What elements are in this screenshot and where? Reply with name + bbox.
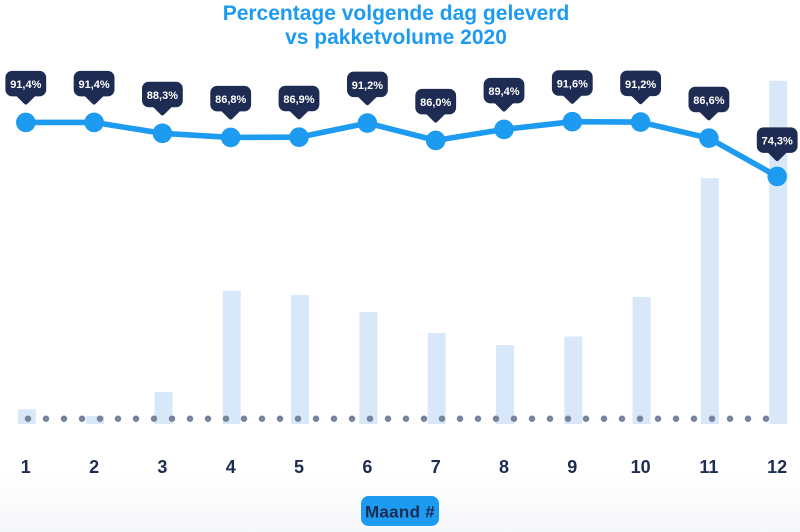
svg-text:91,2%: 91,2% bbox=[625, 79, 656, 91]
svg-text:10: 10 bbox=[631, 457, 651, 477]
svg-text:89,4%: 89,4% bbox=[488, 86, 519, 98]
svg-text:12: 12 bbox=[767, 457, 787, 477]
svg-text:86,9%: 86,9% bbox=[283, 94, 314, 106]
svg-text:2: 2 bbox=[89, 457, 99, 477]
svg-text:74,3%: 74,3% bbox=[762, 136, 793, 148]
svg-text:91,6%: 91,6% bbox=[557, 79, 588, 91]
svg-text:7: 7 bbox=[431, 457, 441, 477]
svg-text:86,0%: 86,0% bbox=[420, 97, 451, 109]
svg-text:9: 9 bbox=[567, 457, 577, 477]
svg-text:6: 6 bbox=[362, 457, 372, 477]
svg-text:3: 3 bbox=[157, 457, 167, 477]
svg-text:91,2%: 91,2% bbox=[352, 80, 383, 92]
svg-text:86,6%: 86,6% bbox=[693, 95, 724, 107]
svg-text:91,4%: 91,4% bbox=[78, 79, 109, 91]
svg-text:11: 11 bbox=[699, 457, 718, 477]
svg-text:Maand #: Maand # bbox=[365, 503, 435, 522]
svg-text:86,8%: 86,8% bbox=[215, 94, 246, 106]
svg-text:88,3%: 88,3% bbox=[147, 90, 178, 102]
svg-text:vs pakketvolume 2020: vs pakketvolume 2020 bbox=[285, 26, 507, 49]
svg-text:Percentage volgende dag geleve: Percentage volgende dag geleverd bbox=[223, 2, 570, 25]
svg-text:1: 1 bbox=[21, 457, 31, 477]
svg-text:91,4%: 91,4% bbox=[10, 79, 41, 91]
svg-text:4: 4 bbox=[226, 457, 236, 477]
svg-text:5: 5 bbox=[294, 457, 304, 477]
svg-text:8: 8 bbox=[499, 457, 509, 477]
